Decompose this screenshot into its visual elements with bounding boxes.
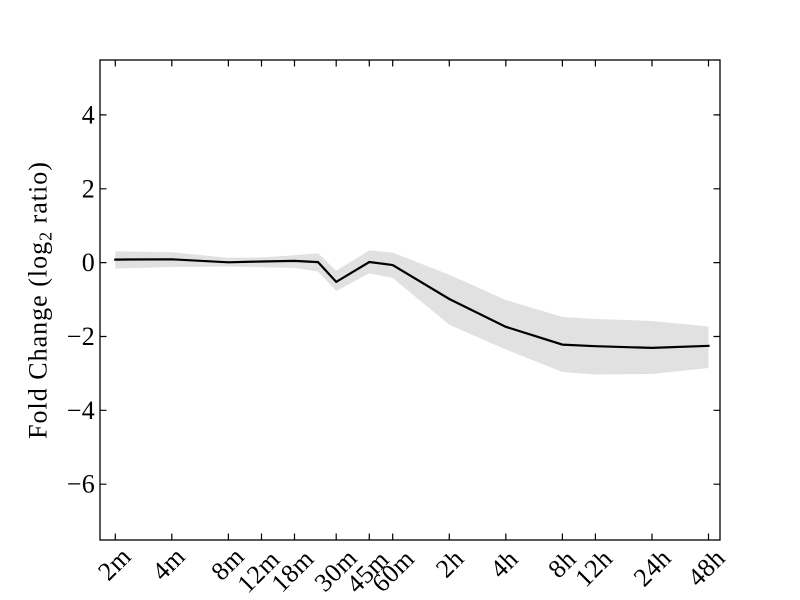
svg-text:2: 2: [82, 174, 95, 203]
svg-text:−2: −2: [67, 322, 95, 351]
svg-text:−4: −4: [67, 396, 95, 425]
svg-text:4: 4: [82, 100, 95, 129]
svg-text:0: 0: [82, 248, 95, 277]
svg-text:−6: −6: [67, 470, 95, 499]
svg-text:Fold Change (log2 ratio): Fold Change (log2 ratio): [24, 161, 56, 439]
